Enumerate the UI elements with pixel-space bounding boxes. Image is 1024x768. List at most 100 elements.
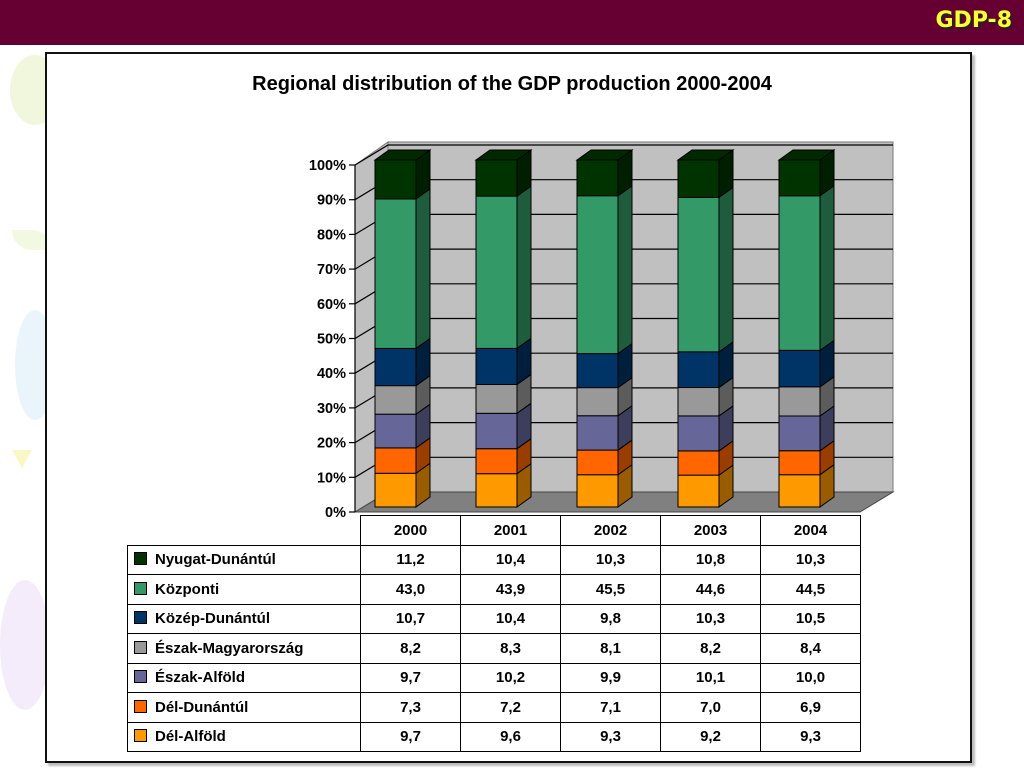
bar-segment-front: [677, 196, 720, 353]
legend-entry: Központi: [127, 574, 361, 605]
y-tick-label: 50%: [317, 332, 346, 348]
background-decoration: [12, 450, 32, 468]
bar-segment-front: [576, 353, 619, 389]
y-tick-label: 70%: [317, 262, 346, 278]
bar-segment-front: [475, 448, 518, 475]
chart-title: Regional distribution of the GDP product…: [252, 73, 772, 95]
bar-segment-top: [676, 149, 735, 161]
bar-segment-top: [777, 149, 836, 161]
table-cell: 10,5: [760, 603, 861, 634]
legend-swatch-icon: [134, 729, 147, 743]
legend-entry: Nyugat-Dunántúl: [127, 544, 361, 575]
bar-segment-front: [778, 195, 821, 351]
y-axis: 0%10%20%30%40%50%60%70%80%90%100%: [309, 158, 356, 521]
bar-segment-front: [475, 195, 518, 349]
slide-number-label: GDP-8: [935, 8, 1013, 33]
bar-segment-top: [474, 149, 533, 161]
table-cell: 10,3: [660, 603, 761, 634]
bar-segment-side: [819, 184, 835, 352]
table-cell: 9,9: [560, 662, 661, 693]
table-cell: 10,8: [660, 544, 761, 575]
legend-label: Észak-Magyarország: [155, 639, 304, 657]
table-cell: 44,6: [660, 574, 761, 605]
legend-swatch-icon: [134, 552, 147, 566]
legend-swatch-icon: [134, 611, 147, 625]
bar-segment-front: [677, 387, 720, 417]
table-cell: 7,0: [660, 692, 761, 723]
legend-swatch-icon: [134, 670, 147, 684]
table-cell: 45,5: [560, 574, 661, 605]
table-cell: 10,7: [360, 603, 461, 634]
y-tick-label: 30%: [317, 401, 346, 417]
bar-segment-front: [677, 415, 720, 452]
bar-segment-front: [576, 474, 619, 508]
bar-segment-front: [374, 447, 417, 474]
y-tick-label: 60%: [317, 297, 346, 313]
bar-segment-front: [778, 349, 821, 388]
legend-entry: Dél-Alföld: [127, 721, 361, 752]
bar-segment-front: [475, 159, 518, 197]
table-corner: [127, 515, 361, 545]
legend-label: Dél-Alföld: [155, 728, 226, 746]
bars: [373, 149, 836, 508]
bar-segment-side: [718, 186, 734, 353]
table-cell: 10,1: [660, 662, 761, 693]
table-cell: 7,3: [360, 692, 461, 723]
legend-entry: Észak-Alföld: [127, 662, 361, 693]
legend-entry: Dél-Dunántúl: [127, 692, 361, 723]
table-cell: 10,2: [460, 662, 561, 693]
table-cell: 8,1: [560, 633, 661, 664]
table-cell: 8,4: [760, 633, 861, 664]
table-cell: 10,4: [460, 544, 561, 575]
table-cell: 9,3: [560, 721, 661, 752]
table-cell: 10,4: [460, 603, 561, 634]
background-decoration: [0, 580, 50, 710]
column-header: 2003: [660, 515, 761, 546]
bar-segment-front: [475, 384, 518, 414]
bar-segment-front: [677, 450, 720, 476]
bar-segment-front: [374, 413, 417, 449]
table-cell: 9,3: [760, 721, 861, 752]
y-tick-label: 10%: [317, 470, 346, 486]
bar-segment-top: [575, 149, 634, 161]
table-cell: 8,3: [460, 633, 561, 664]
bar-stack: [474, 149, 533, 508]
table-cell: 44,5: [760, 574, 861, 605]
legend-entry: Közép-Dunántúl: [127, 603, 361, 634]
bar-segment-top: [373, 149, 432, 161]
table-row: Dél-Dunántúl 7,3 7,2 7,1 7,0 6,9: [127, 692, 861, 723]
y-tick-label: 40%: [317, 366, 346, 382]
bar-segment-front: [475, 412, 518, 450]
table-row: Központi 43,0 43,9 45,5 44,6 44,5: [127, 574, 861, 605]
data-table: 2000 2001 2002 2003 2004 Nyugat-Dunántúl…: [127, 515, 861, 752]
table-row: Nyugat-Dunántúl 11,2 10,4 10,3 10,8 10,3: [127, 544, 861, 575]
table-row: Dél-Alföld 9,7 9,6 9,3 9,2 9,3: [127, 721, 861, 752]
bar-segment-front: [576, 195, 619, 355]
table-row: Közép-Dunántúl 10,7 10,4 9,8 10,3 10,5: [127, 603, 861, 634]
bar-segment-side: [415, 187, 431, 350]
table-cell: 43,0: [360, 574, 461, 605]
table-cell: 10,0: [760, 662, 861, 693]
bar-segment-front: [374, 159, 417, 200]
bar-segment-front: [677, 159, 720, 198]
y-tick-label: 20%: [317, 436, 346, 452]
bar-segment-front: [475, 347, 518, 386]
y-tick-label: 80%: [317, 227, 346, 243]
table-cell: 9,2: [660, 721, 761, 752]
table-row: Észak-Alföld 9,7 10,2 9,9 10,1 10,0: [127, 662, 861, 693]
legend-label: Dél-Dunántúl: [155, 698, 249, 716]
legend-swatch-icon: [134, 699, 147, 713]
bar-segment-front: [677, 474, 720, 508]
table-cell: 9,6: [460, 721, 561, 752]
y-tick-label: 90%: [317, 193, 346, 209]
bar-segment-front: [778, 450, 821, 476]
bar-segment-side: [617, 184, 633, 355]
table-cell: 6,9: [760, 692, 861, 723]
column-header: 2001: [460, 515, 561, 546]
bar-segment-front: [576, 415, 619, 451]
bar-segment-front: [576, 387, 619, 417]
background-decoration: [12, 230, 52, 250]
bar-segment-front: [374, 347, 417, 387]
legend-label: Közép-Dunántúl: [155, 610, 270, 628]
